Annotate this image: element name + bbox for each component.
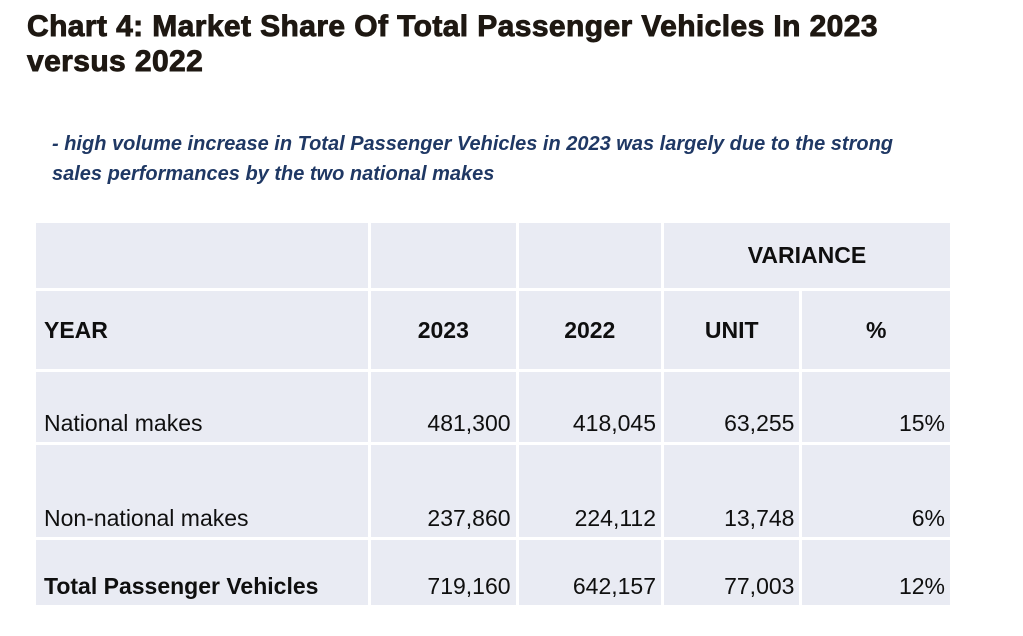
value-2023: 481,300 — [368, 369, 519, 445]
variance-percent-value: 6% — [799, 442, 953, 540]
empty-cell — [368, 220, 519, 291]
value-2022: 418,045 — [515, 369, 665, 445]
value-2023: 719,160 — [368, 537, 519, 608]
page-title-line1: Chart 4: Market Share Of Total Passenger… — [27, 10, 878, 44]
value-2022: 642,157 — [515, 537, 665, 608]
variance-percent-value: 15% — [799, 369, 953, 445]
note-line1: - high volume increase in Total Passenge… — [52, 133, 894, 155]
market-share-table: VARIANCE YEAR 2023 2022 UNIT % National … — [32, 220, 953, 608]
table-row-total-passenger-vehicles: Total Passenger Vehicles 719,160 642,157… — [32, 537, 953, 608]
row-label: Total Passenger Vehicles — [32, 537, 372, 608]
column-header-2023: 2023 — [368, 288, 519, 372]
note-line2: sales performances by the two national m… — [52, 163, 495, 185]
value-2022: 224,112 — [515, 442, 665, 540]
note-text: - high volume increase in Total Passenge… — [52, 129, 893, 189]
variance-percent-value: 12% — [799, 537, 953, 608]
row-label: National makes — [32, 369, 372, 445]
table-row-non-national-makes: Non-national makes 237,860 224,112 13,74… — [32, 442, 953, 540]
table-row-variance-header: VARIANCE — [32, 220, 953, 291]
column-header-year: YEAR — [32, 288, 372, 372]
variance-unit-value: 13,748 — [661, 442, 803, 540]
variance-unit-value: 77,003 — [661, 537, 803, 608]
row-label: Non-national makes — [32, 442, 372, 540]
empty-cell — [515, 220, 665, 291]
column-header-percent: % — [799, 288, 953, 372]
table-row-national-makes: National makes 481,300 418,045 63,255 15… — [32, 369, 953, 445]
variance-unit-value: 63,255 — [661, 369, 803, 445]
page-title-line2: versus 2022 — [27, 45, 204, 79]
variance-header-cell: VARIANCE — [661, 220, 953, 291]
value-2023: 237,860 — [368, 442, 519, 540]
column-header-unit: UNIT — [661, 288, 803, 372]
empty-cell — [32, 220, 372, 291]
table-row-column-headers: YEAR 2023 2022 UNIT % — [32, 288, 953, 372]
page-title: Chart 4: Market Share Of Total Passenger… — [27, 9, 878, 79]
column-header-2022: 2022 — [515, 288, 665, 372]
